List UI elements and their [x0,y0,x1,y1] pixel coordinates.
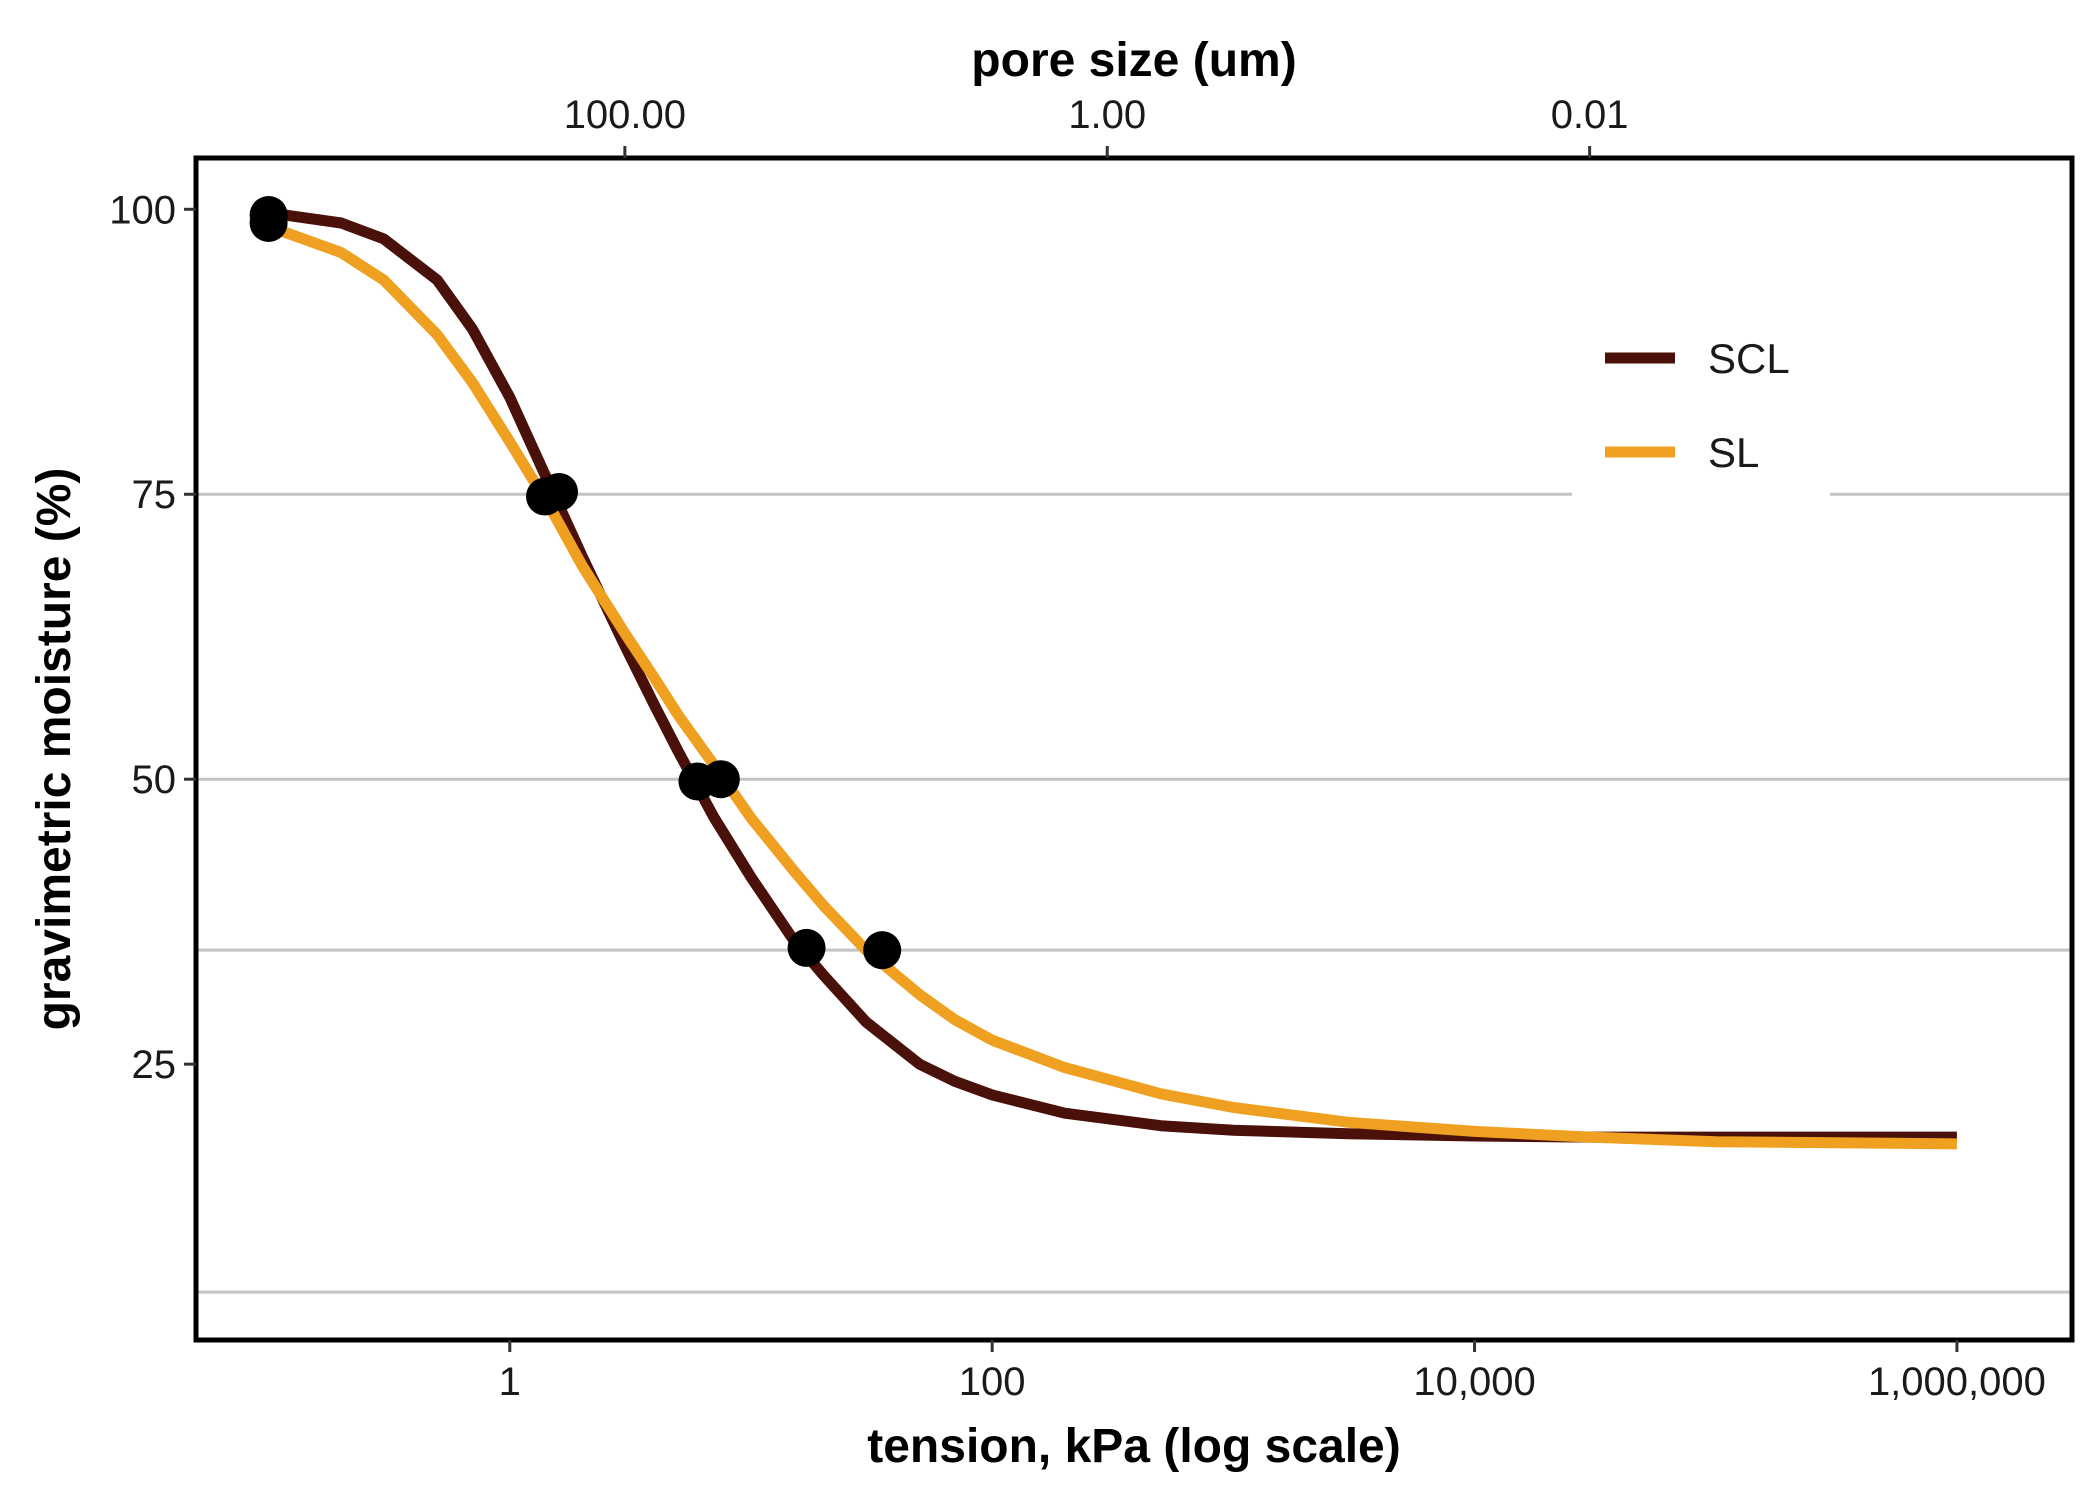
top-tick-label: 100.00 [564,93,686,137]
top-axis-title: pore size (um) [971,34,1296,87]
plot-frame [193,155,2075,1343]
y-tick-label: 100 [109,188,176,232]
top-tick-label: 0.01 [1551,93,1629,137]
point-sl-4 [863,931,902,970]
y-axis-ticks: 25 50 75 100 [109,188,196,1087]
top-axis-ticks: 100.00 1.00 0.01 [564,93,1629,158]
x-axis-ticks: 1 100 10,000 1,000,000 [499,1340,2046,1404]
top-tick-label: 1.00 [1068,93,1146,137]
x-tick-label: 10,000 [1413,1360,1535,1404]
legend-label-scl: SCL [1708,335,1790,382]
gridlines [196,492,2072,1294]
point-sl-3 [701,760,740,799]
y-tick-label: 25 [132,1043,177,1087]
legend: SCL SL [1605,335,1790,476]
y-tick-label: 75 [132,473,177,517]
x-tick-label: 1 [499,1360,521,1404]
y-axis-title: gravimetric moisture (%) [28,468,81,1031]
point-sl-1 [249,203,288,242]
y-tick-label: 50 [132,758,177,802]
legend-background [1572,300,1830,510]
legend-label-sl: SL [1708,429,1759,476]
point-sl-2 [526,477,565,516]
point-scl-4 [787,928,826,967]
curve-sl [266,221,1957,1150]
x-axis-title: tension, kPa (log scale) [867,1420,1400,1473]
data-points [249,195,902,970]
x-tick-label: 1,000,000 [1868,1360,2046,1404]
x-tick-label: 100 [959,1360,1026,1404]
